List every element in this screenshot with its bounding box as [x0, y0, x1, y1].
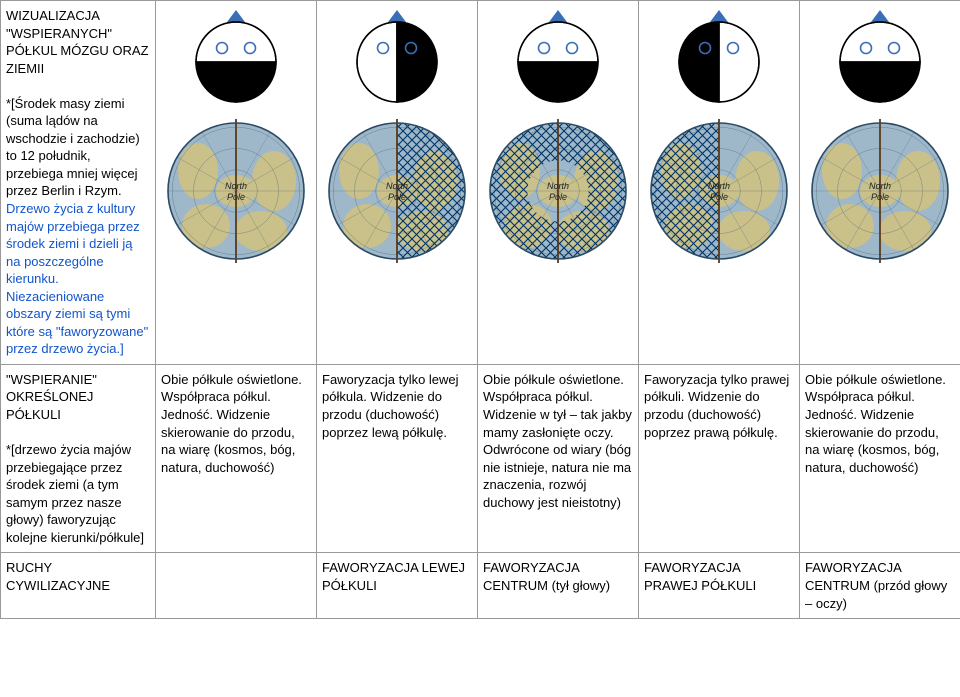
svg-text:North: North [225, 181, 247, 191]
svg-text:Pole: Pole [871, 192, 889, 202]
globe-icon: NorthPole [322, 113, 472, 269]
brain-icon [664, 7, 774, 107]
brain-icon [181, 7, 291, 107]
vis-cell-4: NorthPole [800, 1, 960, 365]
svg-text:North: North [708, 181, 730, 191]
svg-text:North: North [386, 181, 408, 191]
row3-cell-2: FAWORYZACJA CENTRUM (tył głowy) [478, 553, 639, 619]
globe-icon: NorthPole [805, 113, 955, 269]
svg-text:Pole: Pole [227, 192, 245, 202]
row1-title: WIZUALIZACJA "WSPIERANYCH" PÓŁKUL MÓZGU … [6, 7, 150, 77]
row2-header-cell: "WSPIERANIE" OKREŚLONEJ PÓŁKULI *[drzewo… [1, 364, 156, 552]
vis-cell-2: NorthPole [478, 1, 639, 365]
row2-cell-0: Obie półkule oświetlone. Współpraca półk… [156, 364, 317, 552]
row2-title: "WSPIERANIE" OKREŚLONEJ PÓŁKULI [6, 371, 150, 424]
row2-note: *[drzewo życia majów przebiegające przez… [6, 441, 150, 546]
svg-text:North: North [547, 181, 569, 191]
row3-cell-4: FAWORYZACJA CENTRUM (przód głowy – oczy) [800, 553, 960, 619]
brain-icon [342, 7, 452, 107]
vis-wrap: NorthPole [805, 7, 955, 269]
row-movements: RUCHY CYWILIZACYJNE FAWORYZACJA LEWEJ PÓ… [1, 553, 960, 619]
row2-cell-2: Obie półkule oświetlone. Współpraca półk… [478, 364, 639, 552]
globe-icon: NorthPole [644, 113, 794, 269]
globe-icon: NorthPole [161, 113, 311, 269]
svg-text:Pole: Pole [388, 192, 406, 202]
svg-text:North: North [869, 181, 891, 191]
row1-note3: Niezacieniowane obszary ziemi są tymi kt… [6, 288, 150, 358]
row1-note1: *[Środek masy ziemi (suma lądów na wscho… [6, 95, 150, 200]
svg-text:Pole: Pole [549, 192, 567, 202]
vis-cell-3: NorthPole [639, 1, 800, 365]
row2-cell-1: Faworyzacja tylko lewej półkula. Widzeni… [317, 364, 478, 552]
row2-cell-3: Faworyzacja tylko prawej półkuli. Widzen… [639, 364, 800, 552]
svg-text:Pole: Pole [710, 192, 728, 202]
row2-cell-4: Obie półkule oświetlone. Współpraca półk… [800, 364, 960, 552]
row3-cell-3: FAWORYZACJA PRAWEJ PÓŁKULI [639, 553, 800, 619]
vis-wrap: NorthPole [644, 7, 794, 269]
vis-cell-1: NorthPole [317, 1, 478, 365]
row1-note2: Drzewo życia z kultury majów przebiega p… [6, 200, 150, 288]
brain-icon [503, 7, 613, 107]
row1-header-cell: WIZUALIZACJA "WSPIERANYCH" PÓŁKUL MÓZGU … [1, 1, 156, 365]
vis-wrap: NorthPole [322, 7, 472, 269]
row3-cell-0 [156, 553, 317, 619]
row-visualization: WIZUALIZACJA "WSPIERANYCH" PÓŁKUL MÓZGU … [1, 1, 960, 365]
row3-cell-1: FAWORYZACJA LEWEJ PÓŁKULI [317, 553, 478, 619]
vis-wrap: NorthPole [161, 7, 311, 269]
row3-header-cell: RUCHY CYWILIZACYJNE [1, 553, 156, 619]
brain-icon [825, 7, 935, 107]
globe-icon: NorthPole [483, 113, 633, 269]
row-support: "WSPIERANIE" OKREŚLONEJ PÓŁKULI *[drzewo… [1, 364, 960, 552]
vis-wrap: NorthPole [483, 7, 633, 269]
vis-cell-0: NorthPole [156, 1, 317, 365]
main-table: WIZUALIZACJA "WSPIERANYCH" PÓŁKUL MÓZGU … [0, 0, 960, 619]
